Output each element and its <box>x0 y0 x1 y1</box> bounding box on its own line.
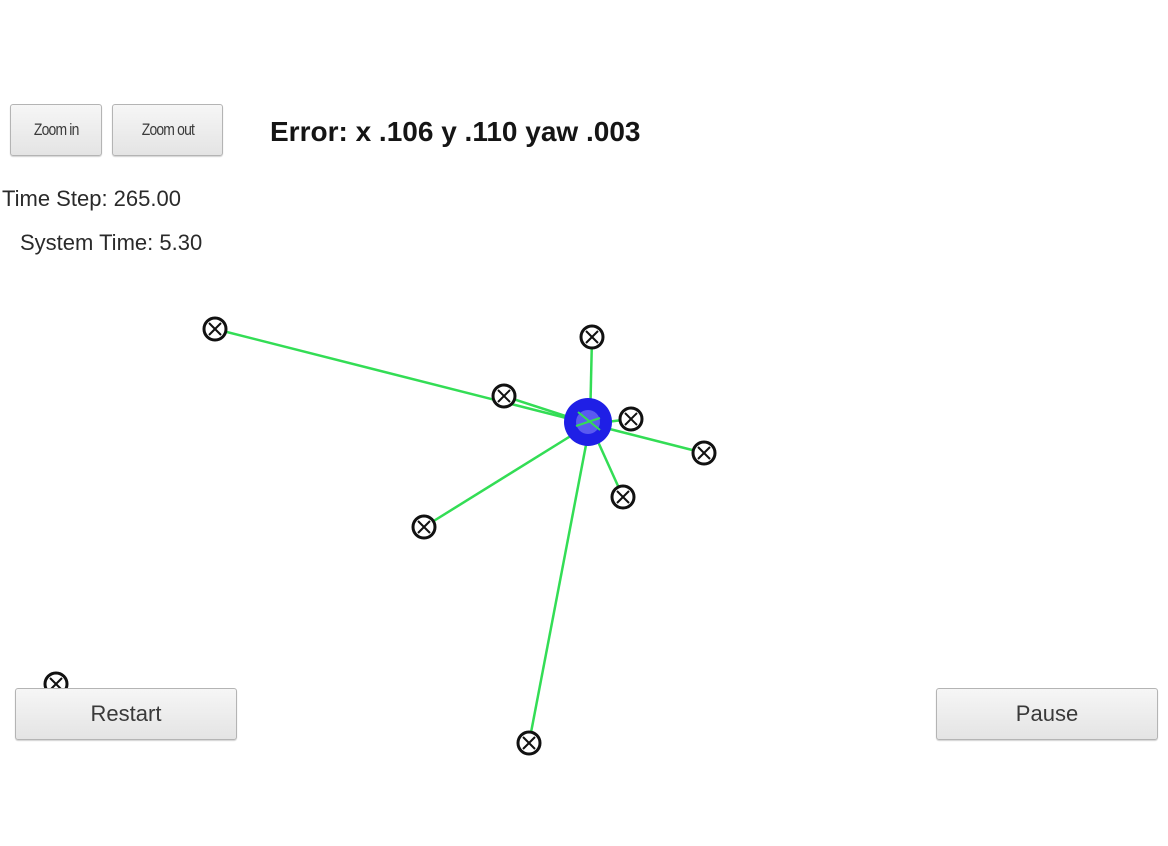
circled-x-icon <box>202 316 228 342</box>
landmarks <box>43 316 717 756</box>
circled-x-icon <box>579 324 605 350</box>
circled-x-icon <box>411 514 437 540</box>
circled-x-icon <box>516 730 542 756</box>
restart-button[interactable]: Restart <box>15 688 237 740</box>
time-step-readout: Time Step: 265.00 <box>2 186 181 211</box>
circled-x-icon <box>491 383 517 409</box>
observation-lines <box>214 327 705 744</box>
system-time-readout: System Time: 5.30 <box>20 230 203 255</box>
zoom-out-button[interactable]: Zoom out <box>112 104 223 156</box>
observation-line <box>214 327 591 426</box>
observation-line <box>527 423 592 744</box>
circled-x-icon <box>691 440 717 466</box>
zoom-in-button[interactable]: Zoom in <box>10 104 102 156</box>
error-readout: Error: x .106 y .110 yaw .003 <box>270 116 641 147</box>
robot-disc-icon <box>564 398 612 446</box>
observation-line <box>423 422 591 529</box>
pause-button[interactable]: Pause <box>936 688 1158 740</box>
circled-x-icon <box>618 406 644 432</box>
circled-x-icon <box>610 484 636 510</box>
